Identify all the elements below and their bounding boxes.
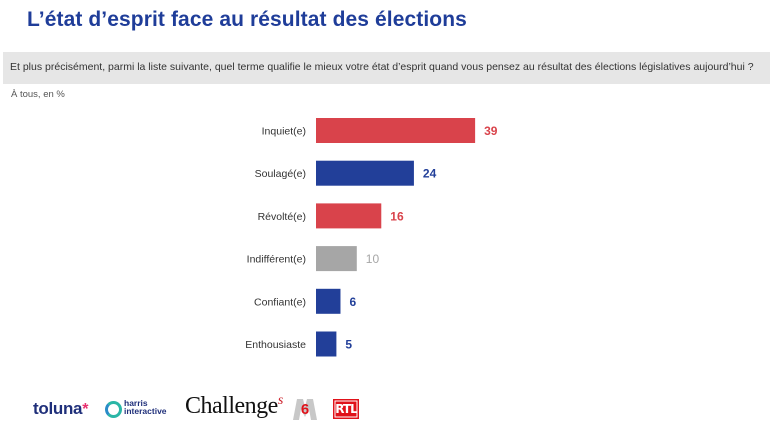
bar: [316, 203, 382, 229]
question-band: Et plus précisément, parmi la liste suiv…: [3, 52, 770, 84]
value-label: 39: [484, 124, 498, 138]
challenges-logo: Challenges: [185, 393, 283, 420]
toluna-logo-text: toluna: [33, 399, 83, 418]
rtl-logo: RTL: [333, 399, 359, 419]
page-title: L’état d’esprit face au résultat des éle…: [27, 8, 467, 31]
survey-question: Et plus précisément, parmi la liste suiv…: [10, 61, 754, 73]
toluna-logo: toluna*: [33, 399, 88, 419]
category-label: Confiant(e): [254, 296, 306, 308]
category-label: Indifférent(e): [247, 254, 306, 266]
harris-logo-line1: harris: [124, 398, 148, 408]
harris-interactive-logo: harris interactive: [124, 398, 167, 416]
harris-ring-icon: [105, 401, 122, 418]
challenges-logo-text: Challenge: [185, 393, 278, 419]
value-label: 16: [390, 209, 404, 223]
harris-logo-line2: interactive: [124, 406, 167, 416]
bar: [316, 331, 337, 357]
toluna-star-icon: *: [82, 401, 89, 418]
category-label: Révolté(e): [258, 211, 306, 223]
m6-logo-six: 6: [301, 401, 309, 418]
category-label: Soulagé(e): [255, 168, 306, 180]
bar: [316, 246, 357, 272]
value-label: 24: [423, 167, 437, 181]
challenges-logo-s: s: [277, 393, 283, 408]
partner-logos: toluna* harris interactive Challenges 6 …: [0, 390, 400, 430]
bar: [316, 288, 341, 314]
category-label: Inquiet(e): [262, 126, 306, 138]
value-label: 6: [349, 295, 356, 309]
bar-chart: Inquiet(e) 39 Soulagé(e) 24 Révolté(e) 16 Indi…: [245, 118, 498, 357]
value-label: 5: [345, 338, 352, 352]
m6-logo: 6: [293, 399, 317, 420]
base-note: À tous, en %: [11, 89, 65, 100]
category-label: Enthousiaste: [245, 339, 306, 351]
bar: [316, 160, 414, 186]
bar: [316, 118, 476, 143]
value-label: 10: [366, 252, 380, 266]
